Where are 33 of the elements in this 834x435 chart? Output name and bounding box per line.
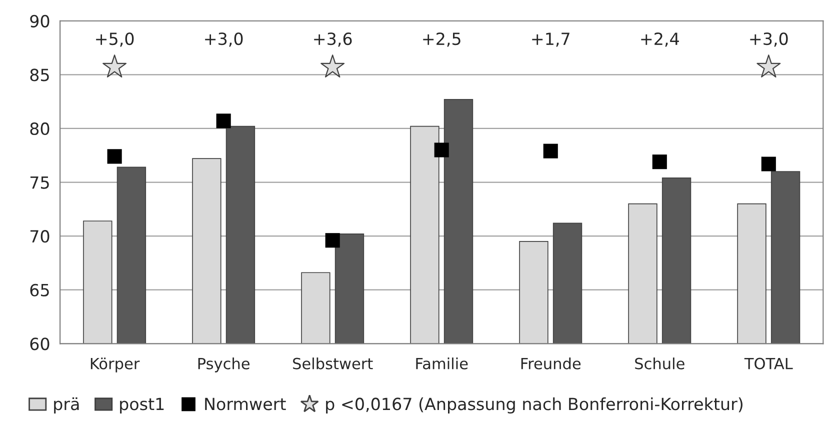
point [761,156,776,172]
legend-label: prä [54,397,79,414]
point [434,142,449,158]
point [102,54,127,78]
point [652,154,667,170]
annotation: +5,0 [96,32,134,47]
point [543,144,558,158]
x-tick-label: Familie [416,358,468,370]
x-tick-label: Selbstwert [293,358,373,370]
y-tick-label: 80 [30,122,50,136]
y-tick-label: 75 [30,176,49,189]
legend-label: Normwert [205,398,286,410]
annotation: +1,7 [532,32,570,47]
x-tick-label: TOTAL [744,358,793,370]
x-tick-label: Körper [90,358,140,372]
x-tick-label: Psyche [198,358,250,372]
y-tick-label: 60 [30,338,50,350]
point [216,114,231,128]
x-tick-label: Schule [635,358,684,370]
point [107,149,122,164]
annotation: +2,5 [423,32,460,47]
y-tick-label: 70 [30,230,50,243]
legend-label: post1 [120,398,164,414]
y-tick-label: 90 [30,14,50,28]
annotation: +3,6 [314,32,352,47]
annotation: +3,0 [205,32,243,47]
point [325,233,340,248]
legend-label: p <0,0167 (Anpassung nach Bonferroni-Korrektur) [326,397,742,414]
y-tick-label: 85 [30,68,49,82]
x-tick-label: Freunde [521,358,581,370]
annotation: +2,4 [641,32,679,47]
annotation: +3,0 [750,32,788,47]
y-tick-label: 65 [30,284,49,296]
